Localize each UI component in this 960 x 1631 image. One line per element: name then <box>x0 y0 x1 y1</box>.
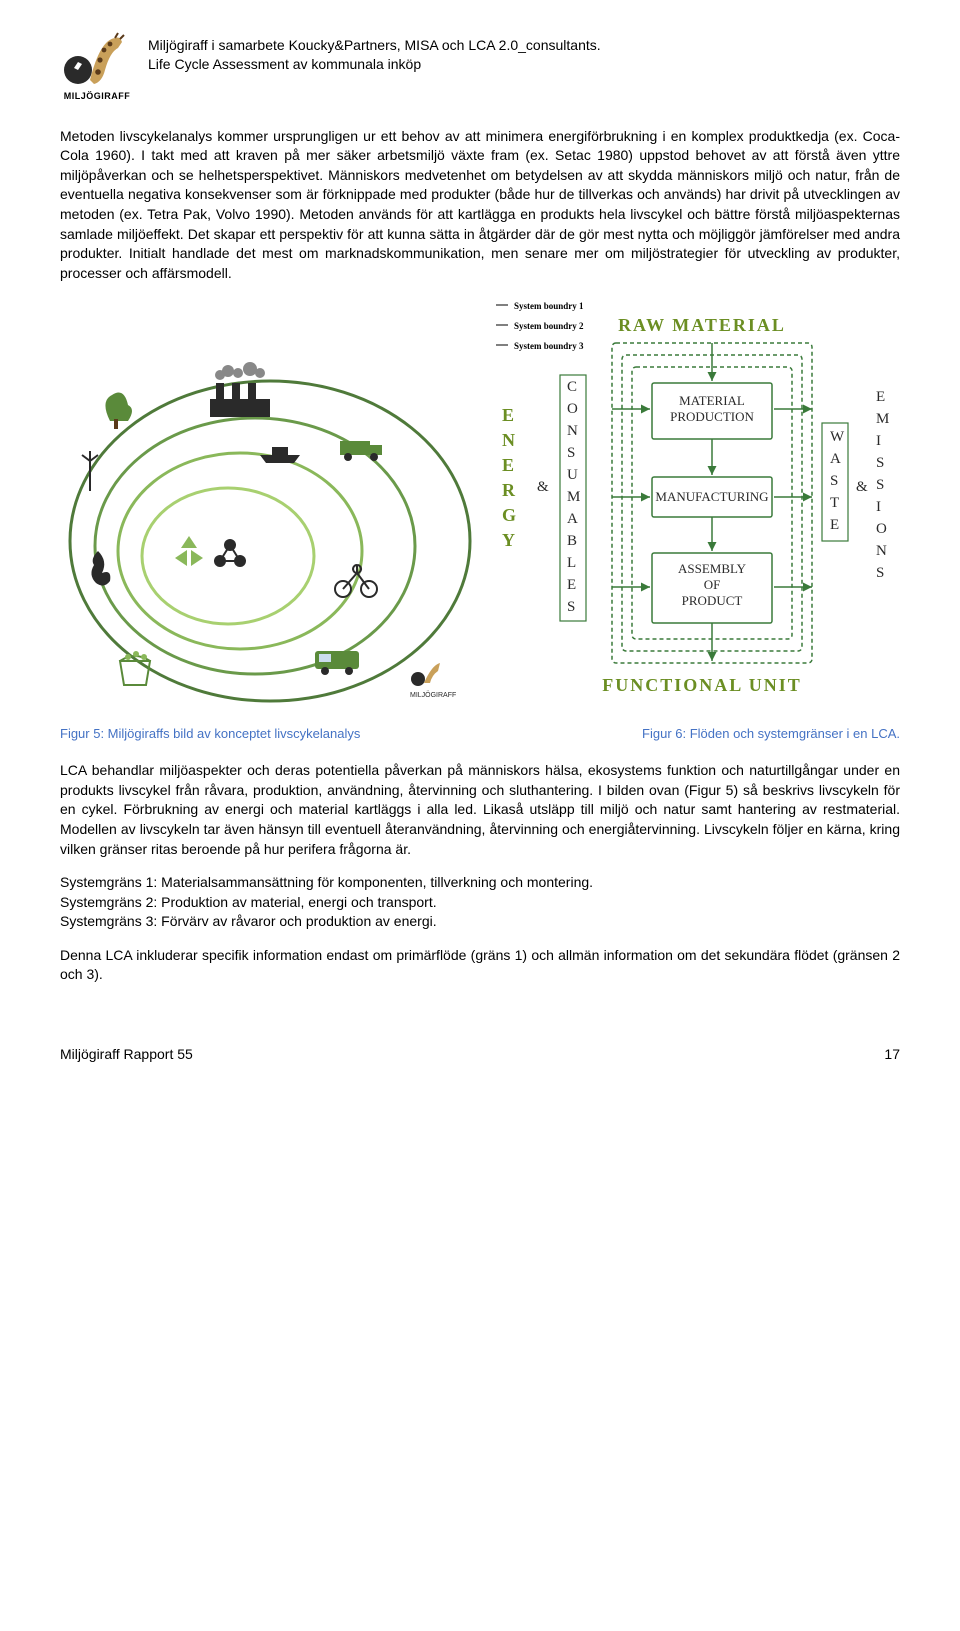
figure-5: MILJÖGIRAFF <box>60 351 480 717</box>
raw-material-label: RAW MATERIAL <box>618 315 786 335</box>
emissions-vertical: E M I S S I O N S <box>876 389 889 581</box>
svg-text:N: N <box>502 430 517 450</box>
boundry-1-label: System boundry 1 <box>514 301 584 311</box>
svg-text:E: E <box>876 389 885 405</box>
svg-text:M: M <box>876 411 889 427</box>
waste-vertical: W A S T E <box>830 429 845 533</box>
box-assembly-l2: OF <box>704 577 721 592</box>
system-boundaries-list: Systemgräns 1: Materialsammansättning fö… <box>60 873 900 932</box>
main-paragraph: Metoden livscykelanalys kommer ursprungl… <box>60 127 900 284</box>
boundry-3-label: System boundry 3 <box>514 341 584 351</box>
figures-row: MILJÖGIRAFF System boundry 1 System boun… <box>60 291 900 717</box>
svg-text:N: N <box>567 423 578 439</box>
footer-left: Miljögiraff Rapport 55 <box>60 1045 193 1065</box>
box-assembly-l3: PRODUCT <box>682 593 743 608</box>
consumables-vertical: C O N S U M A B L E S <box>567 379 580 615</box>
svg-text:E: E <box>567 577 576 593</box>
svg-text:S: S <box>876 477 884 493</box>
energy-vertical: E N E R G Y <box>502 405 518 550</box>
svg-text:Y: Y <box>502 530 517 550</box>
svg-text:S: S <box>567 445 575 461</box>
svg-text:L: L <box>567 555 576 571</box>
svg-text:U: U <box>567 467 578 483</box>
svg-text:A: A <box>830 451 841 467</box>
amp-right: & <box>856 479 868 495</box>
svg-text:S: S <box>876 455 884 471</box>
boundry-2-label: System boundry 2 <box>514 321 584 331</box>
lifecycle-ellipse-icon: MILJÖGIRAFF <box>60 351 480 711</box>
svg-text:N: N <box>876 543 887 559</box>
svg-text:O: O <box>567 401 578 417</box>
svg-text:I: I <box>876 499 881 515</box>
svg-text:A: A <box>567 511 578 527</box>
sys-boundary-2: Systemgräns 2: Produktion av material, e… <box>60 893 900 913</box>
header-text: Miljögiraff i samarbete Koucky&Partners,… <box>148 30 601 74</box>
box-manufacturing: MANUFACTURING <box>655 489 768 504</box>
svg-text:T: T <box>830 495 839 511</box>
paragraph-2: LCA behandlar miljöaspekter och deras po… <box>60 761 900 859</box>
logo-caption: MILJÖGIRAFF <box>64 90 131 103</box>
figure-6-caption: Figur 6: Flöden och systemgränser i en L… <box>642 725 900 743</box>
svg-text:C: C <box>567 379 577 395</box>
sys-boundary-1: Systemgräns 1: Materialsammansättning fö… <box>60 873 900 893</box>
svg-text:O: O <box>876 521 887 537</box>
svg-text:W: W <box>830 429 845 445</box>
svg-text:S: S <box>567 599 575 615</box>
box-material-l1: MATERIAL <box>679 393 745 408</box>
box-assembly-l1: ASSEMBLY <box>678 561 747 576</box>
svg-text:I: I <box>876 433 881 449</box>
svg-text:B: B <box>567 533 577 549</box>
svg-text:S: S <box>830 473 838 489</box>
page: MILJÖGIRAFF Miljögiraff i samarbete Kouc… <box>0 0 960 1105</box>
svg-text:G: G <box>502 505 518 525</box>
logo-block: MILJÖGIRAFF <box>60 30 134 103</box>
sys-boundary-3: Systemgräns 3: Förvärv av råvaror och pr… <box>60 912 900 932</box>
svg-text:M: M <box>567 489 580 505</box>
paragraph-4: Denna LCA inkluderar specifik informatio… <box>60 946 900 985</box>
page-footer: Miljögiraff Rapport 55 17 <box>60 1045 900 1065</box>
amp-left: & <box>537 479 549 495</box>
header-line-1: Miljögiraff i samarbete Koucky&Partners,… <box>148 36 601 55</box>
figure-5-caption: Figur 5: Miljögiraffs bild av konceptet … <box>60 725 360 743</box>
system-boundaries-diagram-icon: System boundry 1 System boundry 2 System… <box>492 291 892 711</box>
page-header: MILJÖGIRAFF Miljögiraff i samarbete Kouc… <box>60 30 900 103</box>
svg-text:S: S <box>876 565 884 581</box>
caption-row: Figur 5: Miljögiraffs bild av konceptet … <box>60 725 900 743</box>
svg-text:R: R <box>502 480 517 500</box>
svg-text:E: E <box>830 517 839 533</box>
functional-unit-label: FUNCTIONAL UNIT <box>602 675 802 695</box>
figure-6: System boundry 1 System boundry 2 System… <box>492 291 900 717</box>
svg-text:E: E <box>502 405 516 425</box>
svg-text:MILJÖGIRAFF: MILJÖGIRAFF <box>410 691 456 699</box>
box-material-l2: PRODUCTION <box>670 409 754 424</box>
svg-text:E: E <box>502 455 516 475</box>
footer-page-number: 17 <box>884 1045 900 1065</box>
header-line-2: Life Cycle Assessment av kommunala inköp <box>148 55 601 74</box>
giraffe-logo-icon <box>60 30 134 90</box>
